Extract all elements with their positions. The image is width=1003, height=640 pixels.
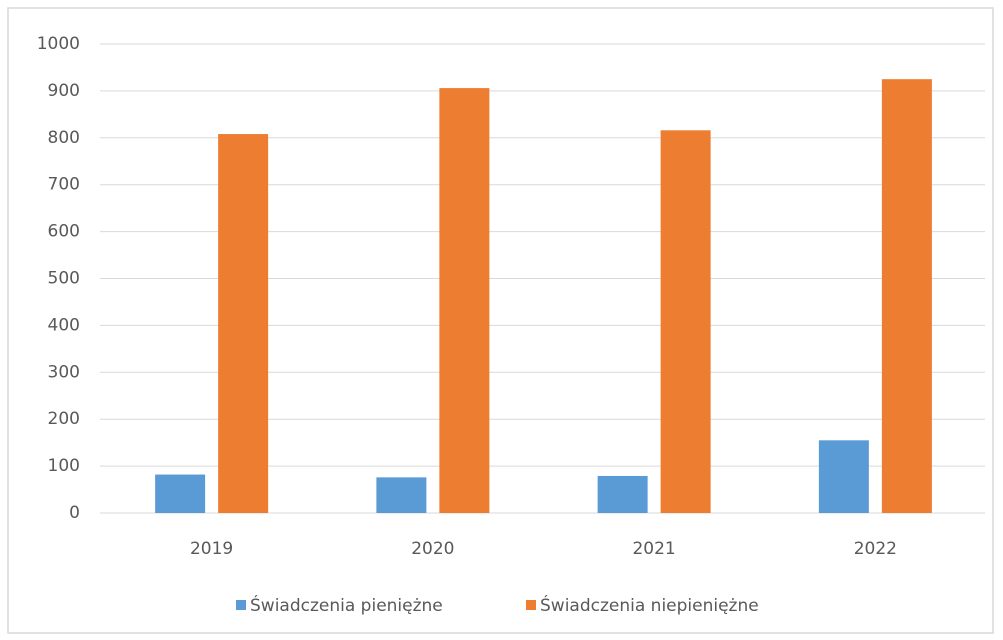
bar bbox=[881, 79, 932, 514]
y-tick-label: 700 bbox=[48, 175, 80, 195]
legend-label: Świadczenia pieniężne bbox=[250, 594, 443, 616]
bar bbox=[660, 130, 711, 513]
x-tick-label: 2020 bbox=[411, 539, 454, 559]
y-tick-label: 500 bbox=[48, 269, 80, 289]
bar bbox=[439, 88, 490, 513]
x-tick-label: 2019 bbox=[190, 539, 233, 559]
y-tick-label: 300 bbox=[48, 362, 80, 382]
y-tick-label: 800 bbox=[48, 128, 80, 148]
legend-swatch bbox=[236, 600, 246, 610]
bar bbox=[155, 474, 206, 513]
y-tick-label: 200 bbox=[48, 409, 80, 429]
x-tick-label: 2022 bbox=[854, 539, 897, 559]
y-tick-label: 600 bbox=[48, 222, 80, 242]
y-tick-label: 100 bbox=[48, 456, 80, 476]
y-tick-label: 0 bbox=[69, 503, 80, 523]
bar bbox=[218, 134, 269, 513]
bar bbox=[376, 477, 427, 513]
legend-label: Świadczenia niepieniężne bbox=[540, 594, 759, 616]
bar bbox=[597, 475, 648, 513]
bar bbox=[818, 440, 869, 513]
y-tick-label: 1000 bbox=[37, 34, 80, 54]
legend-swatch bbox=[526, 600, 536, 610]
x-tick-label: 2021 bbox=[632, 539, 675, 559]
y-tick-label: 400 bbox=[48, 315, 80, 335]
y-tick-label: 900 bbox=[48, 81, 80, 101]
chart-frame bbox=[7, 7, 994, 634]
